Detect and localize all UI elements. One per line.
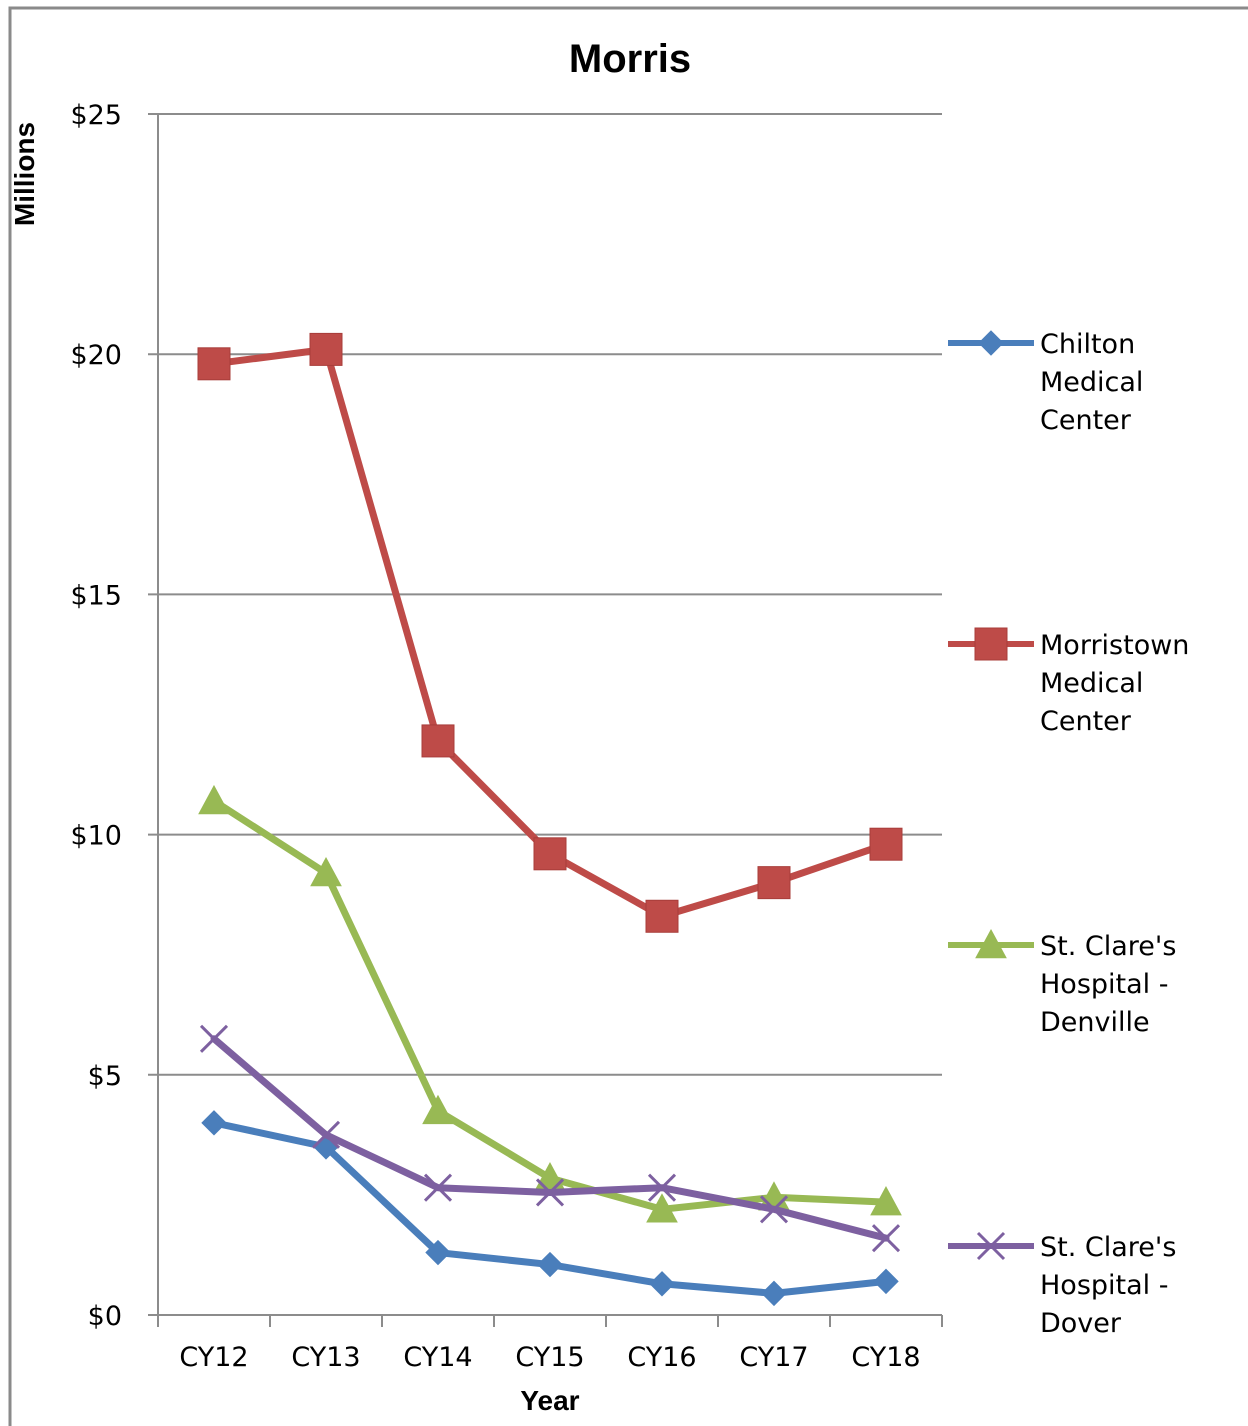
x-tick-label: CY14 — [403, 1342, 472, 1373]
y-tick-label: $20 — [70, 340, 122, 371]
data-point — [757, 866, 791, 900]
legend-label: Medical — [1040, 668, 1143, 699]
x-tick-label: CY12 — [179, 1342, 248, 1373]
data-point — [309, 332, 343, 366]
data-point — [198, 784, 230, 815]
y-tick-labels: $0 $5 $10 $15 $20 $25 — [70, 100, 122, 1332]
chart-title: Morris — [569, 37, 691, 81]
x-tick-label: CY17 — [739, 1342, 808, 1373]
x-tick-label: CY13 — [291, 1342, 360, 1373]
data-point — [871, 1224, 901, 1253]
legend-label: Chilton — [1040, 329, 1135, 360]
data-point — [425, 1239, 451, 1266]
data-point — [199, 1024, 229, 1053]
y-tick-label: $10 — [70, 821, 122, 852]
data-point — [649, 1271, 675, 1297]
series-group — [197, 332, 903, 1307]
data-point — [646, 1193, 678, 1223]
y-tick-label: $25 — [70, 100, 122, 131]
data-point — [535, 1178, 565, 1207]
legend-label: Hospital - — [1040, 1270, 1169, 1301]
data-point — [197, 347, 231, 381]
legend-label: Dover — [1040, 1308, 1122, 1339]
x-tick-label: CY15 — [515, 1342, 584, 1373]
x-tick-label: CY16 — [627, 1342, 696, 1373]
y-tick-label: $0 — [88, 1301, 122, 1332]
legend-item: St. Clare's Hospital - Dover — [948, 1231, 1176, 1339]
legend-label: Center — [1040, 706, 1132, 737]
data-point — [201, 1110, 227, 1136]
data-point — [423, 1173, 453, 1202]
y-axis-label: Millions — [9, 122, 40, 226]
legend-label: St. Clare's — [1040, 1232, 1176, 1263]
legend-label: Denville — [1040, 1007, 1150, 1038]
series-2 — [198, 784, 902, 1223]
data-point — [870, 1186, 902, 1216]
data-point — [873, 1268, 899, 1295]
legend-item: St. Clare's Hospital - Denville — [948, 928, 1176, 1038]
data-point — [422, 1094, 454, 1125]
data-point — [761, 1280, 787, 1307]
series-3 — [199, 1024, 901, 1253]
data-point — [869, 827, 903, 861]
legend: Chilton Medical Center Morristown Medical Cen… — [948, 329, 1189, 1339]
legend-label: Hospital - — [1040, 969, 1169, 1000]
data-point — [645, 899, 679, 933]
y-tick-label: $5 — [88, 1061, 122, 1092]
data-point — [421, 724, 455, 758]
legend-label: Center — [1040, 405, 1132, 436]
legend-label: St. Clare's — [1040, 931, 1176, 962]
axes — [157, 114, 943, 1327]
data-point — [647, 1173, 677, 1202]
series-1 — [197, 332, 903, 933]
y-tick-label: $15 — [70, 580, 122, 611]
data-point — [537, 1251, 563, 1278]
legend-label: Medical — [1040, 367, 1143, 398]
legend-marker — [976, 1231, 1006, 1261]
legend-item: Chilton Medical Center — [948, 329, 1143, 436]
data-point — [533, 837, 567, 871]
x-axis-label: Year — [520, 1385, 579, 1416]
legend-label: Morristown — [1040, 630, 1189, 661]
legend-marker — [974, 627, 1008, 661]
legend-marker — [978, 330, 1004, 356]
x-tick-label: CY18 — [851, 1342, 920, 1373]
legend-item: Morristown Medical Center — [948, 627, 1189, 737]
legend-marker — [975, 928, 1007, 959]
data-point — [310, 856, 342, 887]
series-0 — [201, 1110, 899, 1307]
x-tick-labels: CY12 CY13 CY14 CY15 CY16 CY17 CY18 — [179, 1342, 920, 1373]
data-point — [759, 1195, 789, 1224]
data-point — [311, 1120, 341, 1149]
